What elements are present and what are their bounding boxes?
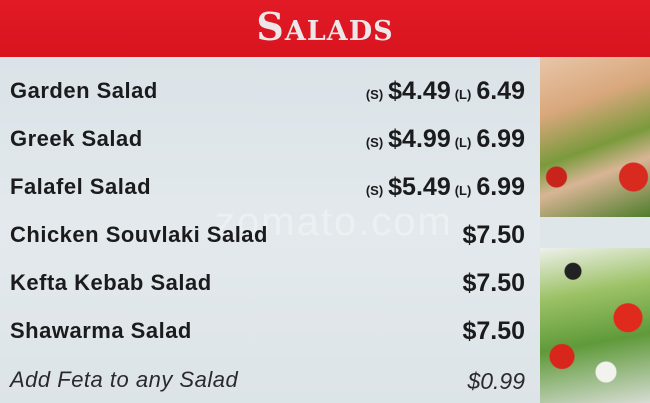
- menu-item: Shawarma Salad $7.50: [10, 310, 525, 350]
- large-price: 6.49: [476, 77, 525, 105]
- small-price: $4.99: [388, 125, 451, 153]
- large-price: 6.99: [476, 125, 525, 153]
- menu-item: Falafel Salad (S) $5.49 (L) 6.99: [10, 166, 525, 206]
- item-name: Shawarma Salad: [10, 318, 192, 343]
- watermark: zomato.com: [215, 200, 453, 244]
- size-label: (S): [365, 87, 384, 102]
- item-price: (S) $4.49 (L) 6.49: [362, 77, 525, 106]
- small-price: $5.49: [388, 173, 451, 201]
- size-label: (L): [454, 87, 472, 102]
- item-price: (S) $4.99 (L) 6.99: [362, 125, 525, 154]
- item-price: $7.50: [462, 221, 525, 249]
- menu-item: Garden Salad (S) $4.49 (L) 6.49: [10, 70, 525, 110]
- size-label: (S): [365, 183, 384, 198]
- size-label: (L): [454, 135, 472, 150]
- item-name: Falafel Salad: [10, 174, 152, 199]
- size-label: (L): [454, 183, 472, 198]
- greek-salad-photo: [540, 248, 650, 403]
- addon-name: Add Feta to any Salad: [10, 367, 239, 392]
- item-price: $7.50: [462, 269, 525, 297]
- menu-board: [0, 57, 540, 403]
- small-price: $4.49: [388, 77, 451, 105]
- item-name: Garden Salad: [10, 78, 158, 103]
- addon-price: $0.99: [467, 368, 525, 394]
- menu-item: Greek Salad (S) $4.99 (L) 6.99: [10, 118, 525, 158]
- menu-item: Chicken Souvlaki Salad $7.50: [10, 214, 525, 254]
- addon-item: Add Feta to any Salad $0.99: [10, 359, 525, 399]
- chicken-salad-photo: [540, 57, 650, 217]
- large-price: 6.99: [476, 173, 525, 201]
- item-price: $7.50: [462, 317, 525, 345]
- size-label: (S): [365, 135, 384, 150]
- item-price: (S) $5.49 (L) 6.99: [362, 173, 525, 202]
- item-name: Chicken Souvlaki Salad: [10, 222, 268, 247]
- item-name: Kefta Kebab Salad: [10, 270, 212, 295]
- page-title: Salads: [256, 4, 394, 49]
- header-banner: Salads: [0, 0, 650, 57]
- menu-item: Kefta Kebab Salad $7.50: [10, 262, 525, 302]
- item-name: Greek Salad: [10, 126, 143, 151]
